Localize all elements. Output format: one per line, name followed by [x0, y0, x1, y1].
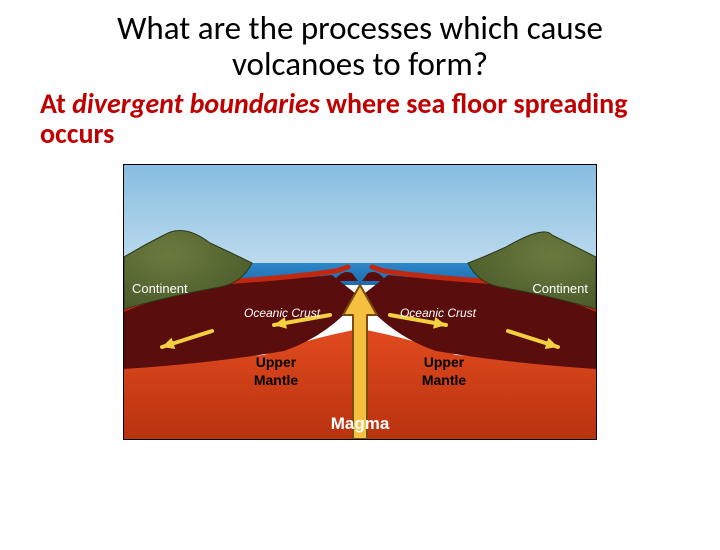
svg-text:Magma: Magma	[331, 414, 390, 433]
subtitle-emphasis: divergent boundaries	[72, 86, 320, 121]
svg-text:Oceanic Crust: Oceanic Crust	[244, 306, 321, 320]
svg-text:Continent: Continent	[532, 281, 588, 296]
svg-text:Continent: Continent	[132, 281, 188, 296]
svg-text:Upper: Upper	[424, 354, 465, 370]
svg-text:Upper: Upper	[256, 354, 297, 370]
slide-subtitle: At divergent boundaries where sea floor …	[40, 89, 680, 151]
svg-text:Oceanic Crust: Oceanic Crust	[400, 306, 477, 320]
subtitle-prefix: At	[40, 86, 72, 121]
slide-title: What are the processes which cause volca…	[50, 10, 670, 83]
diagram-svg: Continent Continent Oceanic Crust Oceanic C…	[124, 165, 596, 439]
svg-text:Mantle: Mantle	[254, 372, 299, 388]
svg-text:Mantle: Mantle	[422, 372, 467, 388]
seafloor-spreading-diagram: Continent Continent Oceanic Crust Oceanic C…	[123, 164, 597, 440]
